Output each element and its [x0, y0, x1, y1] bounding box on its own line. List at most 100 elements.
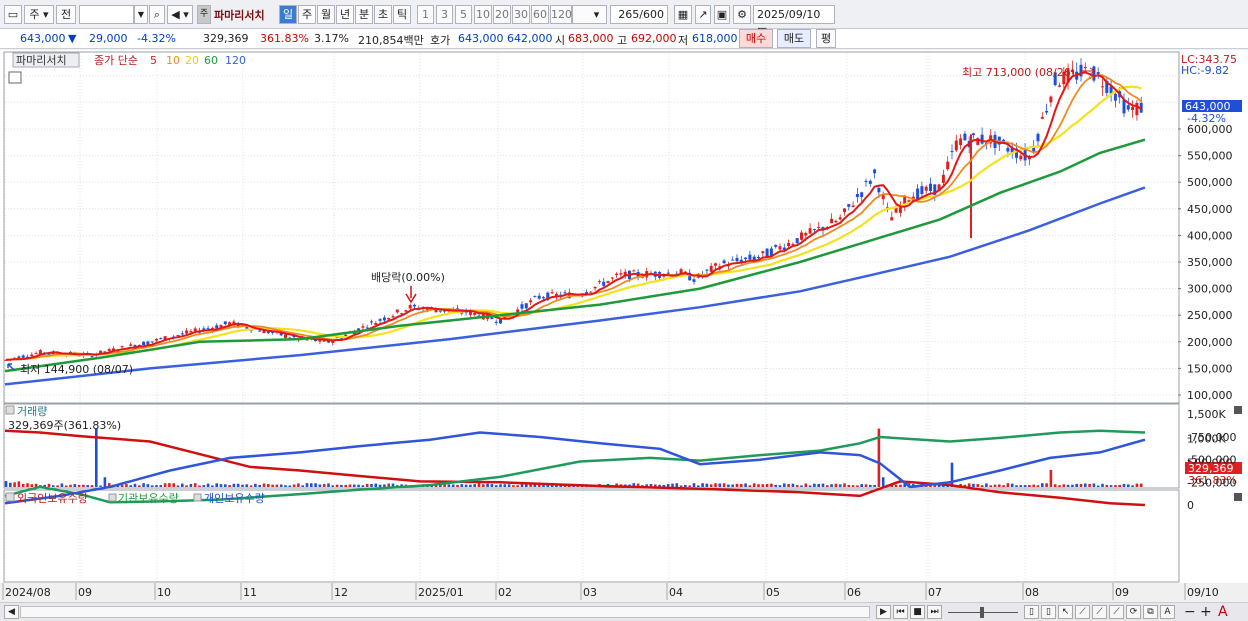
candle-body-84 — [365, 327, 369, 329]
volume-bar-106 — [460, 484, 464, 487]
count-field[interactable]: 265/600 — [610, 5, 668, 24]
cycle-tool-icon[interactable]: ⟳ — [1126, 605, 1141, 619]
bar-type-icon[interactable]: ▯ — [1041, 605, 1056, 619]
interval-select[interactable]: ▾ — [572, 5, 607, 24]
window-menu-icon[interactable]: ▭ — [4, 5, 22, 24]
candle-type-icon[interactable]: ▯ — [1024, 605, 1039, 619]
candle-body-178 — [769, 248, 773, 257]
candle-body-187 — [808, 228, 812, 234]
interval-button-60[interactable]: 60 — [531, 5, 549, 24]
candle-body-235 — [1015, 148, 1018, 158]
candle-body-52 — [228, 322, 232, 326]
draw-icon[interactable]: ↗ — [695, 5, 711, 24]
volume-bar-263 — [1135, 483, 1139, 487]
scroll-track[interactable] — [20, 606, 870, 618]
period-tab-1[interactable]: 주 — [298, 5, 316, 24]
trend-tool-icon[interactable]: ⟋ — [1075, 605, 1090, 619]
ma10-line — [5, 74, 1142, 361]
candle-body-223 — [963, 133, 967, 141]
volume-tick-0: 1,500K — [1187, 408, 1226, 421]
interval-button-1[interactable]: 1 — [417, 5, 434, 24]
x-axis-band — [0, 583, 1248, 602]
code-dropdown-icon[interactable]: ▼ — [134, 5, 148, 24]
volume-bar-117 — [507, 484, 511, 487]
search-icon[interactable]: ⌕ — [149, 5, 165, 24]
volume-bar-242 — [1045, 483, 1048, 487]
interval-button-30[interactable]: 30 — [512, 5, 530, 24]
fan-tool-icon[interactable]: ⟋ — [1109, 605, 1124, 619]
market-select[interactable]: 주 ▾ — [24, 5, 54, 24]
period-tab-0[interactable]: 일 — [279, 5, 297, 24]
period-tab-4[interactable]: 분 — [355, 5, 373, 24]
stop-button[interactable]: ■ — [910, 605, 925, 619]
period-tab-2[interactable]: 월 — [317, 5, 335, 24]
interval-button-120[interactable]: 120 — [550, 5, 572, 24]
sell-button[interactable]: 매도 — [777, 29, 811, 48]
buy-button[interactable]: 매수 — [739, 29, 773, 48]
ma20-line — [5, 85, 1142, 361]
volume-bar-5 — [26, 483, 29, 487]
volume-bar-233 — [1006, 483, 1010, 487]
volume-bar-88 — [383, 484, 386, 487]
interval-button-5[interactable]: 5 — [455, 5, 472, 24]
chart-grid — [4, 53, 1178, 582]
stock-name: 파마리서치 — [214, 9, 265, 22]
scroll-left-button[interactable]: ◀ — [4, 605, 19, 619]
candle-body-51 — [223, 321, 227, 325]
candle-body-208 — [898, 206, 902, 213]
volume-bar-72 — [314, 483, 317, 487]
indicator-icon[interactable]: ▦ — [674, 5, 692, 24]
price-tick-7: 250,000 — [1187, 309, 1233, 322]
period-tab-3[interactable]: 년 — [336, 5, 354, 24]
candle-body-233 — [1006, 147, 1010, 152]
price-tick-9: 150,000 — [1187, 362, 1233, 375]
bid-2: 642,000 — [507, 32, 553, 45]
interval-button-20[interactable]: 20 — [493, 5, 511, 24]
volume-bar-251 — [1084, 483, 1087, 487]
volume-bar-111 — [482, 484, 485, 487]
volume-bar-230 — [993, 484, 997, 487]
zoom-out-icon[interactable]: − — [1184, 604, 1196, 620]
stock-chart[interactable]: 파마리서치 종가 단순 5 10 20 60 120 최고 713,000 (0… — [0, 50, 1248, 602]
volume-bar-192 — [830, 484, 833, 487]
zoom-slider-handle[interactable] — [980, 607, 984, 618]
period-tab-5[interactable]: 초 — [374, 5, 392, 24]
volume-bar-154 — [666, 484, 670, 487]
line-tool-icon[interactable]: ↖ — [1058, 605, 1073, 619]
interval-button-3[interactable]: 3 — [436, 5, 453, 24]
volume-bar-74 — [322, 483, 326, 487]
scroll-right-button[interactable]: ▶ — [876, 605, 891, 619]
volume-bar-116 — [503, 484, 507, 487]
candle-body-123 — [533, 296, 537, 298]
text-a-icon[interactable]: A — [1218, 604, 1228, 620]
candle-body-89 — [387, 317, 391, 320]
volume-bar-203 — [877, 428, 881, 487]
candle-body-241 — [1040, 116, 1044, 119]
prev-button[interactable]: 전 — [56, 5, 76, 24]
save-icon[interactable]: ▣ — [714, 5, 730, 24]
volume-bar-161 — [697, 485, 700, 487]
volume-bar-166 — [718, 483, 722, 487]
candle-body-67 — [292, 335, 296, 338]
speaker-icon[interactable]: ◀ ▾ — [167, 5, 193, 24]
date-field[interactable]: 2025/09/10 ▦ — [753, 5, 835, 38]
candle-body-221 — [954, 140, 958, 151]
period-tab-6[interactable]: 틱 — [393, 5, 411, 24]
candle-body-198 — [855, 193, 859, 198]
gear-icon[interactable]: ⚙ — [733, 5, 751, 24]
volume-bar-28 — [125, 484, 128, 487]
stock-code-input[interactable]: 214450 — [79, 5, 134, 24]
forward-button[interactable]: ⏭ — [927, 605, 942, 619]
rewind-button[interactable]: ⏮ — [893, 605, 908, 619]
zoom-in-icon[interactable]: + — [1200, 604, 1212, 620]
avg-button[interactable]: 평 — [816, 29, 836, 48]
holders-sep-icon-2 — [193, 493, 202, 502]
candle-body-173 — [748, 254, 752, 260]
interval-button-10[interactable]: 10 — [474, 5, 492, 24]
copy-tool-icon[interactable]: ⧉ — [1143, 605, 1158, 619]
channel-tool-icon[interactable]: ⟋ — [1092, 605, 1107, 619]
text-tool-icon[interactable]: A — [1160, 605, 1175, 619]
candle-body-29 — [129, 344, 133, 346]
chart-area[interactable]: 파마리서치 종가 단순 5 10 20 60 120 최고 713,000 (0… — [0, 50, 1248, 602]
candle-body-234 — [1010, 148, 1014, 154]
